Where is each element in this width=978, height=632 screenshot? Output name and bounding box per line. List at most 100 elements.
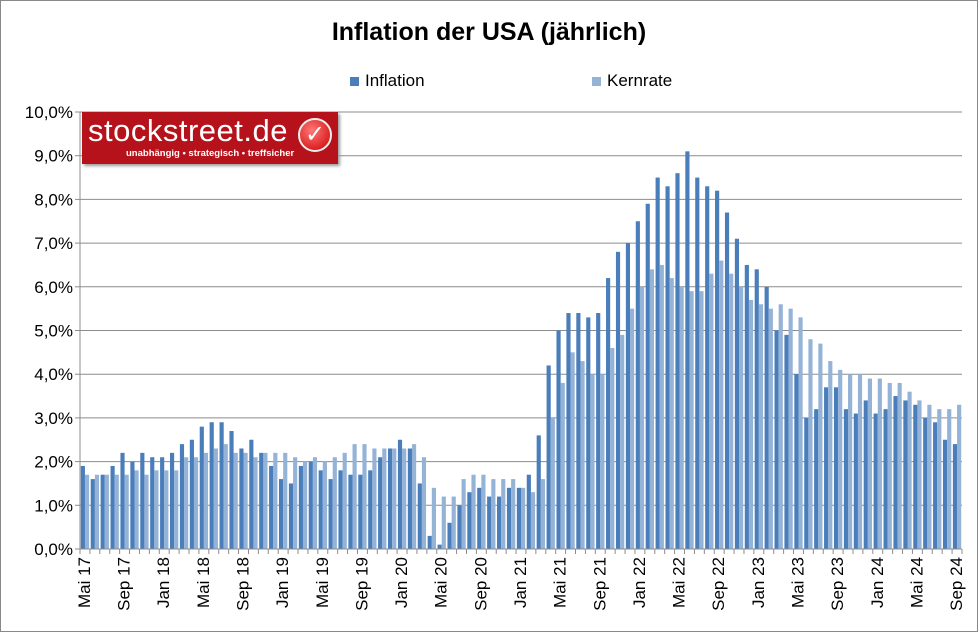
bar-kernrate xyxy=(174,470,179,549)
bar-kernrate xyxy=(372,448,377,549)
legend-swatch-inflation xyxy=(350,77,359,87)
bar-kernrate xyxy=(312,457,318,549)
legend-label-kernrate: Kernrate xyxy=(607,71,673,90)
bar-kernrate xyxy=(669,278,674,549)
bar-inflation xyxy=(130,461,135,549)
logo-tagline: unabhängig • strategisch • treffsicher xyxy=(126,148,295,159)
bar-inflation xyxy=(655,177,660,550)
bar-kernrate xyxy=(828,361,833,549)
bar-kernrate xyxy=(927,404,932,549)
bar-inflation xyxy=(90,479,95,549)
x-tick-label: Jan 24 xyxy=(868,557,887,608)
bar-kernrate xyxy=(610,347,615,549)
bar-inflation xyxy=(100,474,105,549)
bar-inflation xyxy=(110,465,115,549)
x-tick-label: Sep 22 xyxy=(709,557,728,611)
y-tick-label: 9,0% xyxy=(34,147,73,166)
bar-kernrate xyxy=(550,417,555,549)
bar-kernrate xyxy=(441,496,446,549)
bar-kernrate xyxy=(94,474,100,549)
bar-inflation xyxy=(556,330,561,549)
bar-kernrate xyxy=(877,378,882,549)
bar-inflation xyxy=(724,212,730,549)
bar-inflation xyxy=(744,264,749,549)
bar-kernrate xyxy=(382,448,387,549)
bar-inflation xyxy=(259,452,264,549)
bar-inflation xyxy=(80,465,85,549)
bar-kernrate xyxy=(590,374,595,549)
bar-inflation xyxy=(913,404,918,549)
bar-inflation xyxy=(160,457,165,549)
bar-kernrate xyxy=(84,474,90,549)
bar-kernrate xyxy=(739,286,744,549)
bar-inflation xyxy=(417,483,422,549)
y-tick-label: 5,0% xyxy=(34,322,73,341)
bar-inflation xyxy=(685,151,690,549)
x-tick-label: Sep 18 xyxy=(234,557,253,611)
bar-kernrate xyxy=(253,457,258,549)
bar-inflation xyxy=(705,186,710,550)
bar-inflation xyxy=(189,439,194,549)
chart-title: Inflation der USA (jährlich) xyxy=(331,18,647,46)
x-tick-label: Mai 20 xyxy=(432,557,451,608)
bar-inflation xyxy=(715,190,720,549)
bar-kernrate xyxy=(164,470,169,549)
x-tick-label: Mai 23 xyxy=(788,557,807,608)
bar-inflation xyxy=(308,461,313,549)
bar-inflation xyxy=(645,203,650,549)
bar-kernrate xyxy=(352,444,357,549)
bar-inflation xyxy=(586,317,591,549)
bar-kernrate xyxy=(342,452,347,549)
bar-inflation xyxy=(774,330,779,549)
legend-label-inflation: Inflation xyxy=(365,71,425,90)
bar-inflation xyxy=(863,400,868,549)
bar-inflation xyxy=(219,422,224,549)
bar-inflation xyxy=(427,535,432,549)
bar-kernrate xyxy=(114,474,119,549)
bar-kernrate xyxy=(857,374,863,549)
bar-kernrate xyxy=(213,448,218,549)
legend-item-kernrate: Kernrate xyxy=(592,71,672,91)
bar-kernrate xyxy=(798,317,803,549)
bar-inflation xyxy=(368,470,373,549)
bar-kernrate xyxy=(917,400,922,549)
bar-kernrate xyxy=(748,299,754,549)
bar-kernrate xyxy=(273,452,278,549)
bar-kernrate xyxy=(144,474,149,549)
x-tick-label: Sep 20 xyxy=(471,557,490,611)
bar-kernrate xyxy=(540,479,545,549)
x-tick-label: Sep 23 xyxy=(828,557,847,611)
bar-inflation xyxy=(229,431,234,549)
bar-kernrate xyxy=(679,286,684,549)
bar-kernrate xyxy=(392,448,397,549)
bar-kernrate xyxy=(768,308,773,549)
bar-inflation xyxy=(814,409,819,549)
bar-kernrate xyxy=(184,457,189,549)
bar-inflation xyxy=(526,474,531,549)
x-tick-label: Mai 19 xyxy=(313,557,332,608)
bar-kernrate xyxy=(570,352,575,549)
x-tick-label: Jan 19 xyxy=(273,557,292,608)
bar-kernrate xyxy=(709,273,714,549)
bar-kernrate xyxy=(788,308,793,549)
bar-inflation xyxy=(665,186,670,550)
bar-inflation xyxy=(150,457,155,549)
y-tick-label: 8,0% xyxy=(34,190,73,209)
bar-kernrate xyxy=(808,339,813,549)
bar-inflation xyxy=(833,387,839,549)
bar-kernrate xyxy=(649,269,654,549)
bar-inflation xyxy=(536,435,541,549)
bar-kernrate xyxy=(134,470,139,549)
bar-kernrate xyxy=(897,382,902,549)
bar-kernrate xyxy=(203,452,209,549)
bar-inflation xyxy=(566,313,571,549)
bar-kernrate xyxy=(451,496,456,549)
y-tick-label: 3,0% xyxy=(34,409,73,428)
bar-inflation xyxy=(358,474,363,549)
bar-inflation xyxy=(169,452,175,549)
bar-kernrate xyxy=(620,334,625,549)
bar-inflation xyxy=(298,465,303,549)
bar-kernrate xyxy=(402,448,407,549)
bar-kernrate xyxy=(689,291,694,549)
bar-inflation xyxy=(754,269,759,549)
